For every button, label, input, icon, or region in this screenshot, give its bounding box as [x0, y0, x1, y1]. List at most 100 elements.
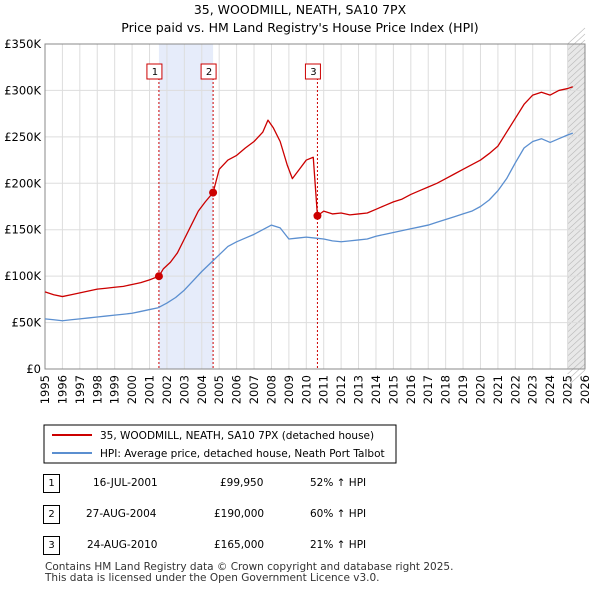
sale-marker-label: 2 — [206, 67, 212, 78]
x-tick-label: 2011 — [317, 375, 331, 404]
forecast-hatch — [567, 27, 586, 45]
transaction-marker: 2 — [43, 505, 60, 524]
x-tick-label: 2023 — [526, 375, 540, 404]
forecast-hatch — [567, 183, 586, 201]
forecast-hatch — [567, 297, 586, 315]
forecast-hatch — [567, 165, 586, 183]
legend-hpi-label: HPI: Average price, detached house, Neat… — [100, 448, 385, 460]
legend: 35, WOODMILL, NEATH, SA10 7PX (detached … — [43, 424, 397, 464]
forecast-hatch — [567, 177, 586, 195]
forecast-hatch — [567, 249, 586, 267]
sale-point — [313, 211, 322, 220]
sale-marker-label: 3 — [310, 67, 316, 78]
transaction-hpi: 52% ↑ HPI — [310, 477, 367, 489]
sale-marker-box — [304, 63, 321, 80]
x-tick-label: 2021 — [491, 375, 505, 404]
x-tick-label: 1999 — [108, 375, 122, 404]
transaction-date: 16-JUL-2001 — [93, 477, 158, 489]
x-tick-label: 2022 — [508, 375, 522, 404]
forecast-hatch — [567, 207, 586, 225]
forecast-hatch — [567, 57, 586, 75]
x-tick-label: 2005 — [212, 375, 226, 404]
chart-subtitle: Price paid vs. HM Land Registry's House … — [121, 20, 478, 35]
x-tick-label: 2013 — [352, 375, 366, 404]
chart-title: 35, WOODMILL, NEATH, SA10 7PX — [194, 2, 407, 17]
forecast-hatch — [567, 237, 586, 255]
y-tick-label: £100K — [4, 269, 41, 283]
price-chart: 35, WOODMILL, NEATH, SA10 7PX Price paid… — [4, 2, 592, 404]
hpi-series-line — [44, 132, 574, 322]
x-tick-label: 2009 — [282, 375, 296, 404]
forecast-hatch — [567, 111, 586, 129]
forecast-hatch — [567, 351, 586, 369]
forecast-hatch — [567, 219, 586, 237]
forecast-hatch — [567, 243, 586, 261]
property-series-line — [44, 86, 574, 298]
forecast-hatch — [567, 231, 586, 249]
x-tick-label: 2019 — [456, 375, 470, 404]
x-tick-label: 2026 — [578, 375, 592, 404]
footer-licence: This data is licensed under the Open Gov… — [45, 572, 380, 584]
transaction-marker: 1 — [43, 474, 60, 493]
forecast-hatch — [567, 333, 586, 351]
transaction-row: 1 16-JUL-2001 £99,950 52% ↑ HPI — [0, 474, 600, 494]
x-tick-label: 2000 — [125, 375, 139, 404]
sale-marker-label: 1 — [152, 67, 158, 78]
forecast-hatch — [567, 363, 586, 381]
forecast-hatch — [567, 291, 586, 309]
forecast-shade — [567, 44, 585, 369]
x-tick-label: 2017 — [421, 375, 435, 404]
forecast-hatch — [567, 369, 586, 387]
forecast-hatch — [567, 129, 586, 147]
forecast-hatch — [567, 273, 586, 291]
y-tick-label: £350K — [4, 37, 41, 51]
x-tick-label: 2004 — [195, 375, 209, 404]
forecast-hatch — [567, 189, 586, 207]
x-tick-label: 2015 — [386, 375, 400, 404]
transaction-price: £190,000 — [214, 508, 265, 520]
y-tick-label: £250K — [4, 130, 41, 144]
forecast-hatch — [567, 213, 586, 231]
forecast-hatch — [567, 117, 586, 135]
forecast-hatch — [567, 147, 586, 165]
x-tick-label: 2003 — [177, 375, 191, 404]
forecast-hatch — [567, 93, 586, 111]
x-tick-label: 2002 — [160, 375, 174, 404]
forecast-hatch — [567, 51, 586, 69]
forecast-hatch — [567, 135, 586, 153]
transaction-hpi: 60% ↑ HPI — [310, 508, 367, 520]
transaction-date: 27-AUG-2004 — [86, 508, 157, 520]
transaction-hpi: 21% ↑ HPI — [310, 539, 367, 551]
forecast-hatch — [567, 321, 586, 339]
forecast-hatch — [567, 201, 586, 219]
x-tick-label: 1997 — [73, 375, 87, 404]
transaction-date: 24-AUG-2010 — [87, 539, 158, 551]
x-tick-label: 2020 — [473, 375, 487, 404]
forecast-hatch — [567, 327, 586, 345]
footer-copyright: Contains HM Land Registry data © Crown c… — [45, 561, 454, 573]
x-tick-label: 2024 — [543, 375, 557, 404]
plot-area: 1 2 3 £0 £50K £100K £150K £200K £250K £300K £350K 1… — [4, 27, 592, 404]
y-tick-label: £200K — [4, 176, 41, 190]
x-tick-label: 1995 — [38, 375, 52, 404]
y-tick-label: £150K — [4, 223, 41, 237]
forecast-hatch — [567, 285, 586, 303]
x-tick-label: 2001 — [143, 375, 157, 404]
forecast-hatch — [567, 315, 586, 333]
forecast-hatch — [567, 171, 586, 189]
sale-marker-box — [146, 63, 163, 80]
sale-point — [154, 272, 163, 281]
x-tick-label: 2018 — [439, 375, 453, 404]
x-tick-label: 2014 — [369, 375, 383, 404]
forecast-hatch — [567, 357, 586, 375]
forecast-hatch — [567, 195, 586, 213]
y-tick-label: £300K — [4, 83, 41, 97]
forecast-hatch — [567, 39, 586, 57]
sale-marker-box — [200, 63, 217, 80]
forecast-hatch — [567, 345, 586, 363]
forecast-hatch — [567, 63, 586, 81]
plot-frame — [44, 43, 586, 370]
forecast-hatch — [567, 153, 586, 171]
sale-point — [209, 188, 218, 197]
forecast-hatch — [567, 225, 586, 243]
